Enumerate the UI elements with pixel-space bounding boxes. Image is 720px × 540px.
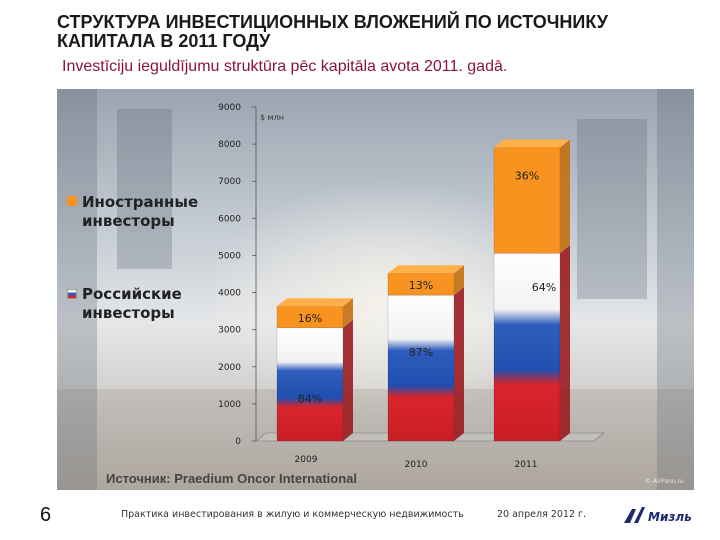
y-tick-label: 8000 (218, 140, 241, 150)
page-subtitle: Investīciju ieguldījumu struktūra pēc ka… (62, 58, 508, 75)
bar-foreign-2011 (493, 147, 561, 254)
footer-text: Практика инвестирования в жилую и коммер… (121, 509, 464, 520)
bar-top-2010 (388, 265, 464, 274)
y-tick-label: 7000 (218, 177, 241, 187)
page-title: СТРУКТУРА ИНВЕСТИЦИОННЫХ ВЛОЖЕНИЙ ПО ИСТ… (57, 12, 608, 51)
company-logo: Мизль (624, 507, 692, 524)
footer-date: 20 апреля 2012 г. (497, 509, 587, 520)
y-tick-label: 6000 (218, 214, 241, 224)
y-tick-label: 3000 (218, 326, 241, 336)
x-category-label: 2011 (515, 460, 538, 470)
y-tick-label: 2000 (218, 363, 241, 373)
bar-side-1-2009 (343, 298, 353, 328)
legend-foreign-line1: Иностранные (82, 193, 199, 211)
source-note: Источник: Praedium Oncor International (106, 471, 357, 486)
data-label: 64% (532, 281, 556, 294)
legend-russian-swatch (67, 289, 77, 299)
data-label: 84% (298, 392, 322, 405)
bar-side-1-2010 (454, 265, 464, 296)
bar-top-2011 (494, 139, 570, 148)
data-label: 36% (515, 169, 539, 182)
logo-mark-icon (624, 507, 645, 523)
y-tick-label: 9000 (218, 103, 241, 113)
data-label: 87% (409, 346, 433, 359)
bar-side-1-2011 (560, 139, 570, 254)
logo-text: Мизль (648, 510, 692, 524)
legend-russian-label: Российские инвесторы (82, 285, 182, 323)
y-tick-label: 5000 (218, 251, 241, 261)
y-axis-unit-label: $ млн (260, 113, 284, 122)
bar-side-0-2011 (560, 245, 570, 441)
x-category-label: 2010 (405, 460, 428, 470)
background-photo-panel: © AirPano.ru (57, 89, 694, 490)
y-tick-label: 1000 (218, 400, 241, 410)
page-number: 6 (40, 504, 52, 526)
labels-layer: 84% 16% 2009 87% 13% 2010 64% 36% 2011 (295, 169, 557, 470)
legend-foreign-swatch (67, 196, 77, 206)
y-tick-label: 0 (235, 437, 241, 447)
bar-russian-2010 (387, 294, 455, 442)
watermark: © AirPano.ru (645, 478, 684, 485)
data-label: 16% (298, 312, 322, 325)
bars-layer (276, 139, 570, 442)
legend-russian-line1: Российские (82, 285, 182, 303)
bar-top-2009 (277, 298, 353, 307)
legend-foreign-label: Иностранные инвесторы (82, 193, 198, 231)
bar-side-0-2010 (454, 287, 464, 441)
legend-russian-line2: инвесторы (82, 304, 175, 322)
bar-side-0-2009 (343, 319, 353, 441)
bar-russian-2011 (493, 252, 561, 442)
legend-foreign-line2: инвесторы (82, 212, 175, 230)
bar-russian-2009 (276, 327, 344, 442)
x-category-label: 2009 (295, 455, 318, 465)
y-tick-label: 4000 (218, 289, 241, 299)
data-label: 13% (409, 279, 433, 292)
